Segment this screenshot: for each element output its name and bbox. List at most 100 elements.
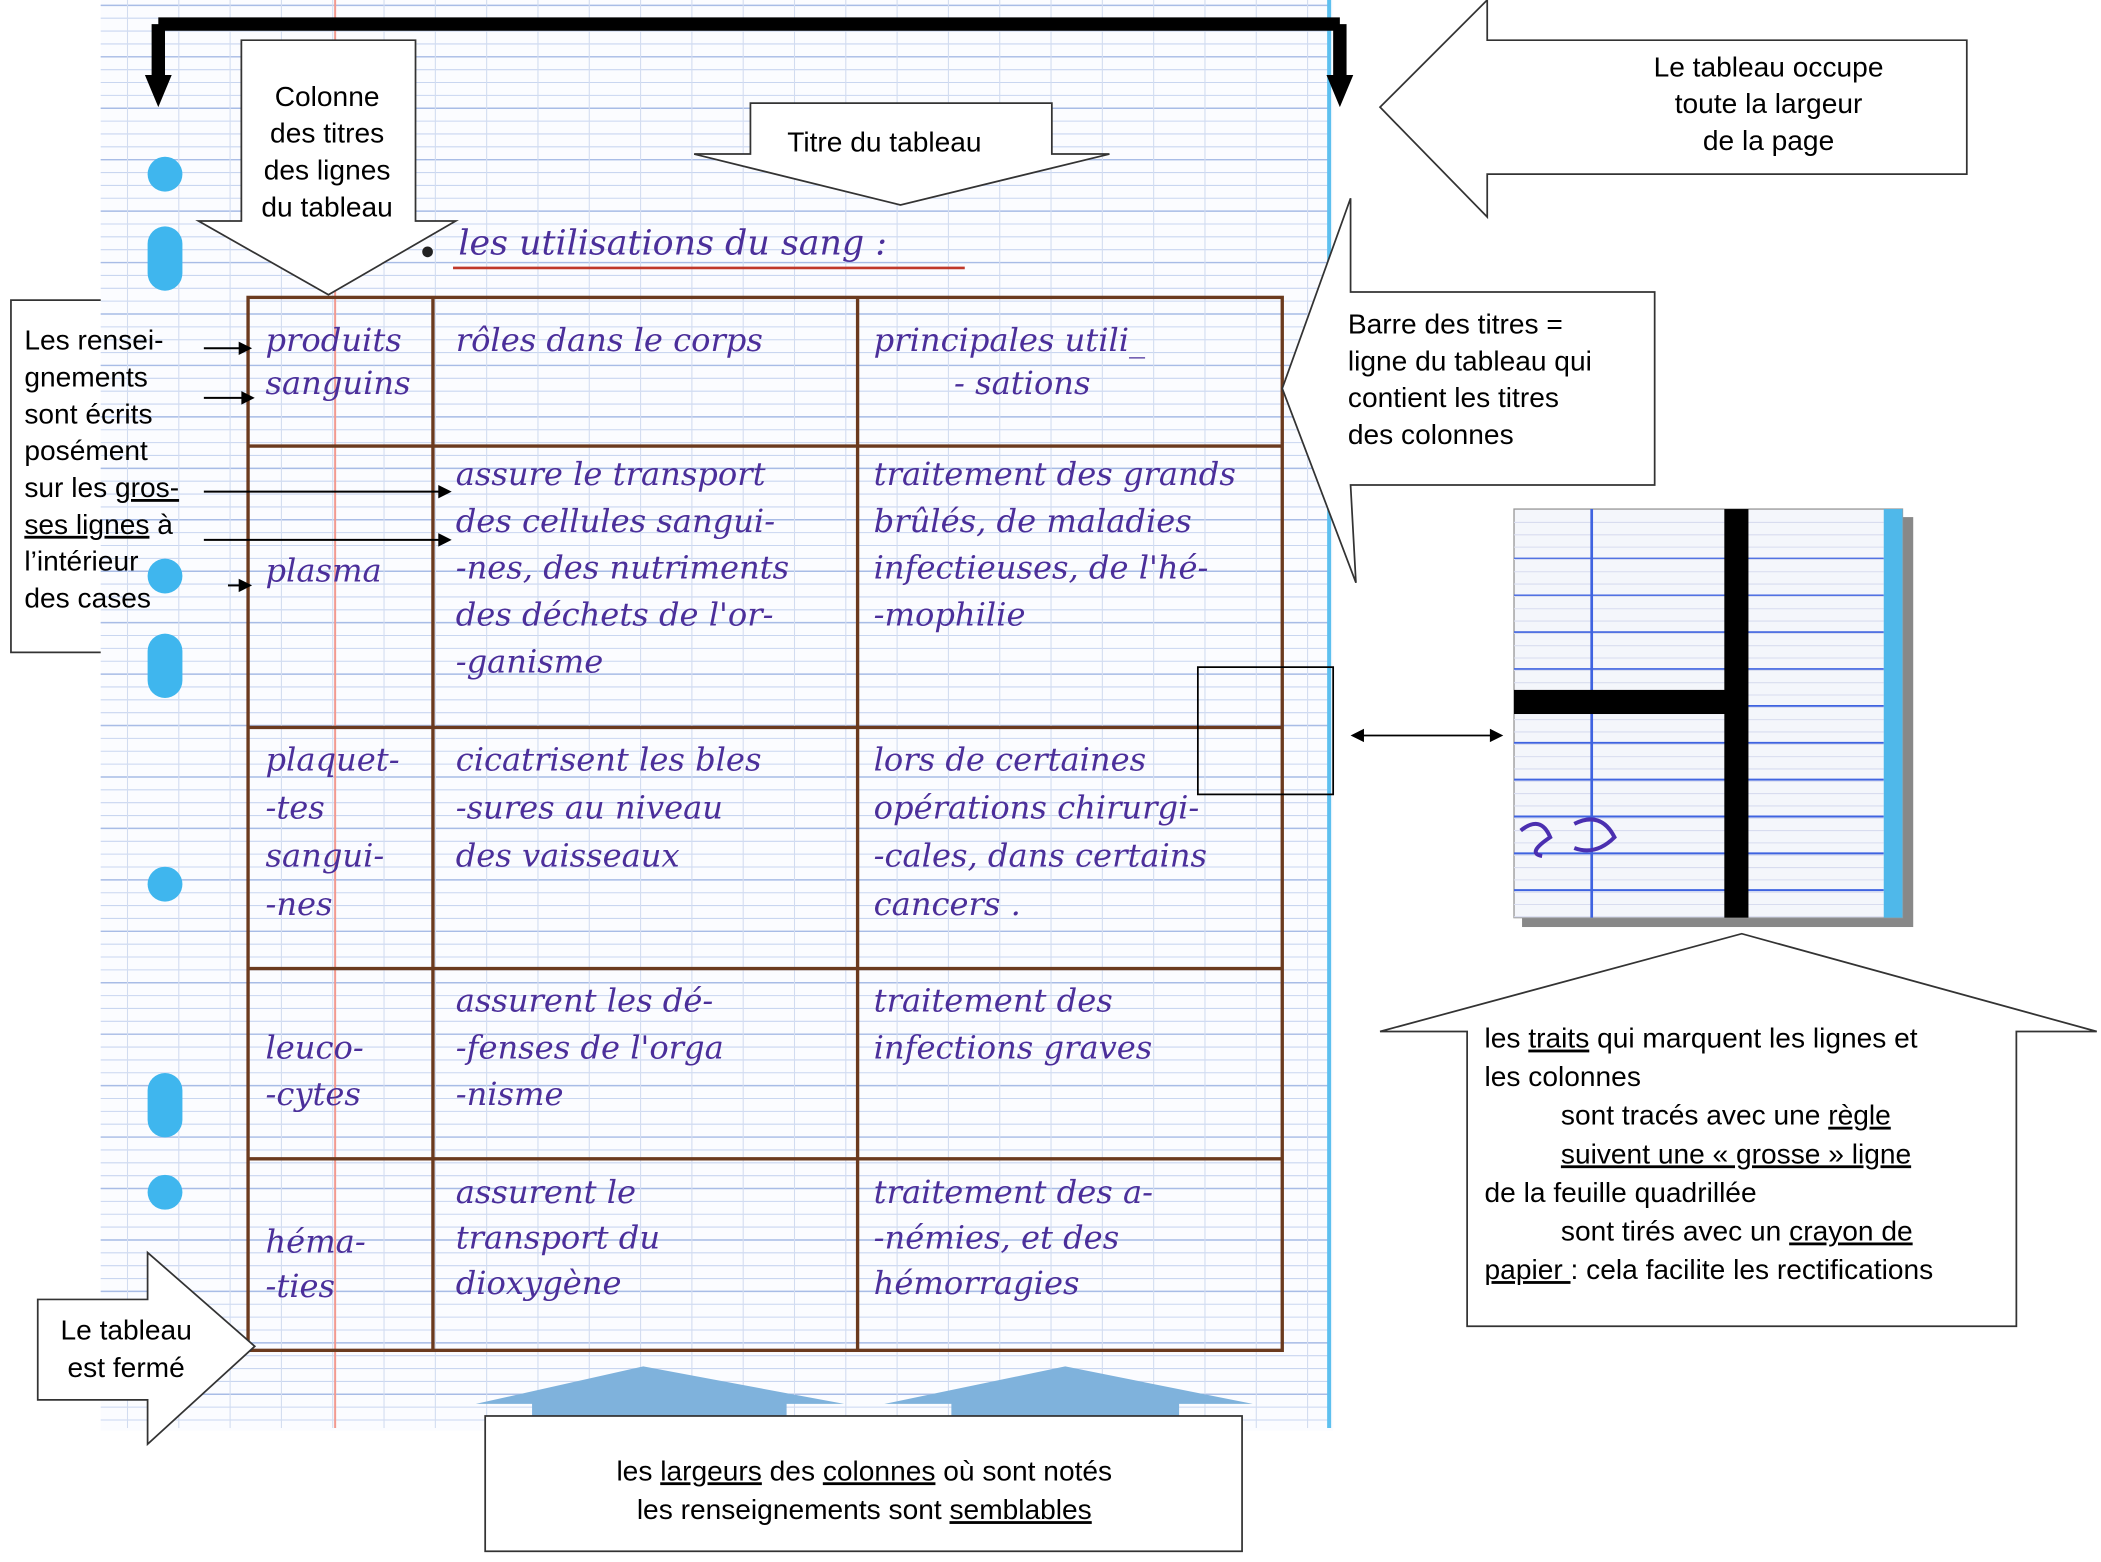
underlined-segment: largeurs — [660, 1455, 762, 1486]
zoom-handwriting — [1519, 817, 1617, 859]
widths-callout — [484, 1415, 1243, 1553]
header-cell-text: rôles dans le corps — [456, 321, 763, 359]
text-segment: : cela facilite les rectifications — [1571, 1254, 1934, 1285]
cell-text: plasma — [265, 551, 381, 589]
callout-text: sur les gros- — [24, 472, 179, 503]
callout-text: les renseignements sont semblables — [637, 1494, 1092, 1525]
callout-text: les largeurs des colonnes où sont notés — [616, 1455, 1112, 1486]
binder-hole — [147, 633, 183, 698]
cell-text: des cellules sangui- — [456, 502, 775, 540]
text-segment: les — [1485, 1023, 1529, 1054]
text-segment: l’intérieur — [24, 546, 138, 577]
pointer-head — [241, 391, 255, 405]
binder-hole — [147, 156, 183, 192]
callout-text: des lignes — [264, 155, 391, 186]
text-segment: où sont notés — [935, 1455, 1112, 1486]
cell-text: -cytes — [265, 1075, 360, 1113]
title-callout — [693, 102, 1110, 206]
callout-text: de la page — [1703, 125, 1834, 156]
pointer-head — [438, 484, 452, 499]
binder-hole — [147, 866, 183, 902]
callout-text: sont tracés avec une règle — [1561, 1100, 1891, 1131]
closed-callout — [36, 1250, 257, 1447]
text-segment: sont tirés avec un — [1561, 1215, 1789, 1246]
callout-text: Le tableau occupe — [1654, 51, 1884, 82]
callout-text: des cases — [24, 583, 151, 614]
cell-text: -fenses de l'orga — [456, 1028, 724, 1066]
header-cell-text: produits — [265, 321, 401, 359]
cell-text: assurent le — [456, 1173, 636, 1211]
cell-text: -mophilie — [874, 596, 1026, 634]
underlined-segment: semblables — [949, 1494, 1091, 1525]
underlined-segment: gros- — [115, 472, 179, 503]
cell-text: cancers . — [874, 885, 1021, 923]
table-title: les utilisations du sang : — [458, 224, 887, 264]
binder-hole — [147, 1073, 183, 1138]
header-bar-callout — [1281, 197, 1656, 584]
callout-text: les colonnes — [1485, 1061, 1641, 1092]
cell-text: infectieuses, de l'hé- — [874, 549, 1209, 587]
zoom-edge — [1883, 509, 1903, 918]
cell-text: -ganisme — [456, 642, 604, 680]
cell-text: -nes, des nutriments — [456, 549, 789, 587]
callout-text: suivent une « grosse » ligne — [1561, 1138, 1911, 1169]
pointer-head — [238, 341, 253, 355]
cell-text: -ties — [265, 1267, 335, 1305]
cell-text: traitement des grands — [874, 455, 1236, 493]
header-cell-text: - sations — [954, 364, 1090, 402]
binder-hole — [147, 558, 183, 594]
text-segment: sont tracés avec une — [1561, 1100, 1828, 1131]
text-segment: posément — [24, 435, 148, 466]
callout-text: de la feuille quadrillée — [1485, 1177, 1757, 1208]
cell-text: hémorragies — [874, 1264, 1080, 1302]
cell-text: -sures au niveau — [456, 789, 723, 827]
callout-text: des titres — [270, 118, 384, 149]
callout-text: Les rensei- — [24, 325, 163, 356]
cell-text: dioxygène — [456, 1264, 622, 1302]
text-segment: les renseignements sont — [637, 1494, 950, 1525]
cell-text: opérations chirurgi- — [874, 789, 1200, 827]
cell-text: assurent les dé- — [456, 981, 714, 1019]
callout-text: papier : cela facilite les rectification… — [1485, 1254, 1934, 1285]
width-bracket — [151, 17, 1347, 81]
callout-text: Titre du tableau — [787, 126, 981, 157]
cell-text: sangui- — [265, 837, 384, 875]
underlined-segment: colonnes — [823, 1455, 936, 1486]
callout-text: l’intérieur — [24, 546, 138, 577]
callout-text: Barre des titres = — [1348, 309, 1563, 340]
pointer-head — [438, 533, 452, 547]
cell-text: -tes — [265, 789, 324, 827]
text-segment: qui marquent les lignes et — [1589, 1023, 1917, 1054]
cell-text: brûlés, de maladies — [874, 502, 1192, 540]
cell-text: des déchets de l'or- — [456, 596, 774, 634]
callout-text: Le tableau — [60, 1315, 191, 1346]
callout-text: des colonnes — [1348, 419, 1514, 450]
callout-text: les traits qui marquent les lignes et — [1485, 1023, 1918, 1054]
callout-text: sont écrits — [24, 398, 152, 429]
callout-text: contient les titres — [1348, 382, 1559, 413]
cell-text: leuco- — [265, 1028, 363, 1066]
callout-text: est fermé — [68, 1352, 185, 1383]
bullet — [422, 246, 433, 258]
text-segment: gnements — [24, 361, 148, 392]
header-cell-text: principales utili_ — [874, 321, 1146, 359]
zoom-frame — [1196, 666, 1335, 796]
callout-text: gnements — [24, 361, 148, 392]
table-border — [246, 295, 1284, 1353]
text-segment: des cases — [24, 583, 151, 614]
cell-text: -nes — [265, 885, 332, 923]
cell-text: assure le transport — [456, 455, 766, 493]
cell-text: infections graves — [874, 1028, 1153, 1066]
callout-text: toute la largeur — [1675, 88, 1863, 119]
full-width-callout — [1378, 0, 1968, 220]
lines-callout — [1379, 932, 2097, 1328]
annotations: Colonne des titres des lignes du tableau Tit… — [10, 0, 2097, 1553]
callout-text: ses lignes à — [24, 509, 173, 540]
header-cell-text: sanguins — [265, 364, 410, 402]
callout-text: ligne du tableau qui — [1348, 345, 1592, 376]
underlined-segment: traits — [1528, 1023, 1589, 1054]
callout-text: du tableau — [261, 191, 392, 222]
underlined-segment: suivent une « grosse » ligne — [1561, 1138, 1911, 1169]
callout-text: posément — [24, 435, 148, 466]
